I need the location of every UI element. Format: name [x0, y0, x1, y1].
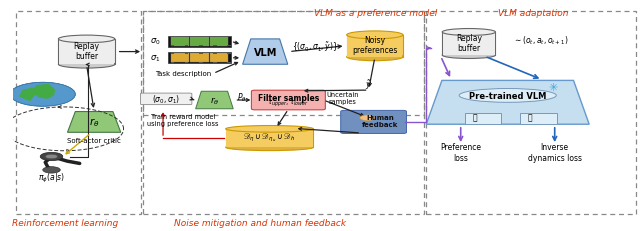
Bar [199, 62, 202, 63]
FancyBboxPatch shape [190, 54, 209, 63]
Bar [199, 46, 202, 47]
Text: $r_\theta$: $r_\theta$ [210, 95, 219, 106]
Bar [59, 40, 114, 65]
Bar [58, 40, 115, 65]
FancyBboxPatch shape [190, 38, 209, 46]
Bar [171, 62, 174, 63]
Bar [185, 54, 188, 55]
Bar [213, 62, 216, 63]
FancyBboxPatch shape [520, 114, 557, 125]
Text: Uncertain
samples: Uncertain samples [326, 92, 359, 105]
Text: $\tilde{y}$: $\tilde{y}$ [365, 78, 372, 91]
Text: Train reward model
using preference loss: Train reward model using preference loss [147, 114, 219, 127]
Bar [185, 37, 188, 38]
FancyBboxPatch shape [210, 54, 228, 63]
Text: Replay
buffer: Replay buffer [456, 33, 482, 53]
Circle shape [40, 153, 63, 161]
FancyBboxPatch shape [141, 94, 192, 105]
Text: VLM adaptation: VLM adaptation [497, 9, 568, 18]
Polygon shape [31, 85, 55, 99]
Bar [185, 46, 188, 47]
Circle shape [10, 83, 76, 107]
Bar [443, 33, 495, 56]
FancyBboxPatch shape [168, 53, 231, 64]
Ellipse shape [442, 52, 495, 59]
Text: Noise mitigation and human feedback: Noise mitigation and human feedback [174, 218, 346, 227]
Polygon shape [19, 88, 36, 102]
Text: $\pi_\phi(a|s)$: $\pi_\phi(a|s)$ [38, 171, 65, 185]
Bar [227, 129, 313, 148]
Bar [171, 54, 174, 55]
Bar [227, 46, 231, 47]
Ellipse shape [459, 89, 556, 103]
Bar [226, 129, 314, 148]
Bar [199, 54, 202, 55]
FancyBboxPatch shape [171, 54, 189, 63]
Bar [213, 37, 216, 38]
Circle shape [360, 116, 375, 121]
Polygon shape [426, 81, 589, 125]
Bar [227, 62, 231, 63]
Polygon shape [67, 112, 121, 133]
Text: 🔥: 🔥 [527, 113, 532, 122]
Ellipse shape [347, 32, 403, 40]
Text: $P_\theta$: $P_\theta$ [237, 91, 247, 103]
Bar [199, 37, 202, 38]
Bar [227, 37, 231, 38]
Text: Pre-trained VLM: Pre-trained VLM [469, 91, 547, 100]
Text: Human
feedback: Human feedback [362, 115, 398, 128]
Ellipse shape [442, 29, 495, 36]
Text: Task description: Task description [155, 71, 211, 77]
Text: Noisy
preferences: Noisy preferences [352, 36, 397, 55]
Text: Soft-actor critic: Soft-actor critic [67, 138, 121, 144]
Bar [213, 54, 216, 55]
Ellipse shape [226, 126, 314, 133]
FancyBboxPatch shape [210, 38, 228, 46]
Text: $\sigma_0$: $\sigma_0$ [150, 37, 161, 47]
Text: Filter samples: Filter samples [258, 93, 319, 102]
Bar [348, 36, 403, 58]
Text: $(\sigma_0,\sigma_1)$: $(\sigma_0,\sigma_1)$ [152, 93, 180, 106]
Text: $\mathscr{D}_{\eta} \cup \mathscr{D}_{\eta_u} \cup \mathscr{D}_h$: $\mathscr{D}_{\eta} \cup \mathscr{D}_{\e… [243, 132, 296, 144]
Text: $\sim (o_t, a_t, o_{t+1})$: $\sim (o_t, a_t, o_{t+1})$ [513, 35, 569, 47]
Polygon shape [196, 92, 233, 109]
Bar [442, 33, 495, 56]
Text: $r_\theta$: $r_\theta$ [89, 116, 99, 129]
Text: $\sigma_1$: $\sigma_1$ [150, 53, 161, 64]
Circle shape [43, 167, 60, 173]
Polygon shape [243, 40, 288, 65]
Bar [171, 46, 174, 47]
Text: $\{(\sigma_0,\sigma_1,\tilde{y})\}$: $\{(\sigma_0,\sigma_1,\tilde{y})\}$ [292, 40, 338, 53]
Text: $\tau_{upper}, \tau_{lower}$: $\tau_{upper}, \tau_{lower}$ [268, 98, 310, 109]
Bar [347, 36, 403, 58]
FancyBboxPatch shape [171, 38, 189, 46]
Text: Inverse
dynamics loss: Inverse dynamics loss [528, 143, 582, 162]
FancyBboxPatch shape [340, 111, 406, 134]
Bar [213, 46, 216, 47]
Bar [171, 37, 174, 38]
Ellipse shape [58, 36, 115, 43]
Bar [227, 54, 231, 55]
Ellipse shape [347, 54, 403, 61]
Bar [185, 62, 188, 63]
Circle shape [45, 155, 58, 159]
FancyBboxPatch shape [168, 36, 231, 48]
Text: VLM: VLM [253, 47, 277, 57]
Text: Reinforcement learning: Reinforcement learning [12, 218, 118, 227]
Text: Preference
loss: Preference loss [440, 143, 481, 162]
Ellipse shape [58, 61, 115, 69]
Text: Replay
buffer: Replay buffer [74, 42, 100, 61]
Text: 🔥: 🔥 [472, 113, 477, 122]
FancyBboxPatch shape [465, 114, 502, 125]
Ellipse shape [226, 144, 314, 151]
Text: VLM as a preference model: VLM as a preference model [314, 9, 438, 18]
FancyBboxPatch shape [252, 91, 325, 110]
Text: ✳: ✳ [548, 82, 557, 92]
